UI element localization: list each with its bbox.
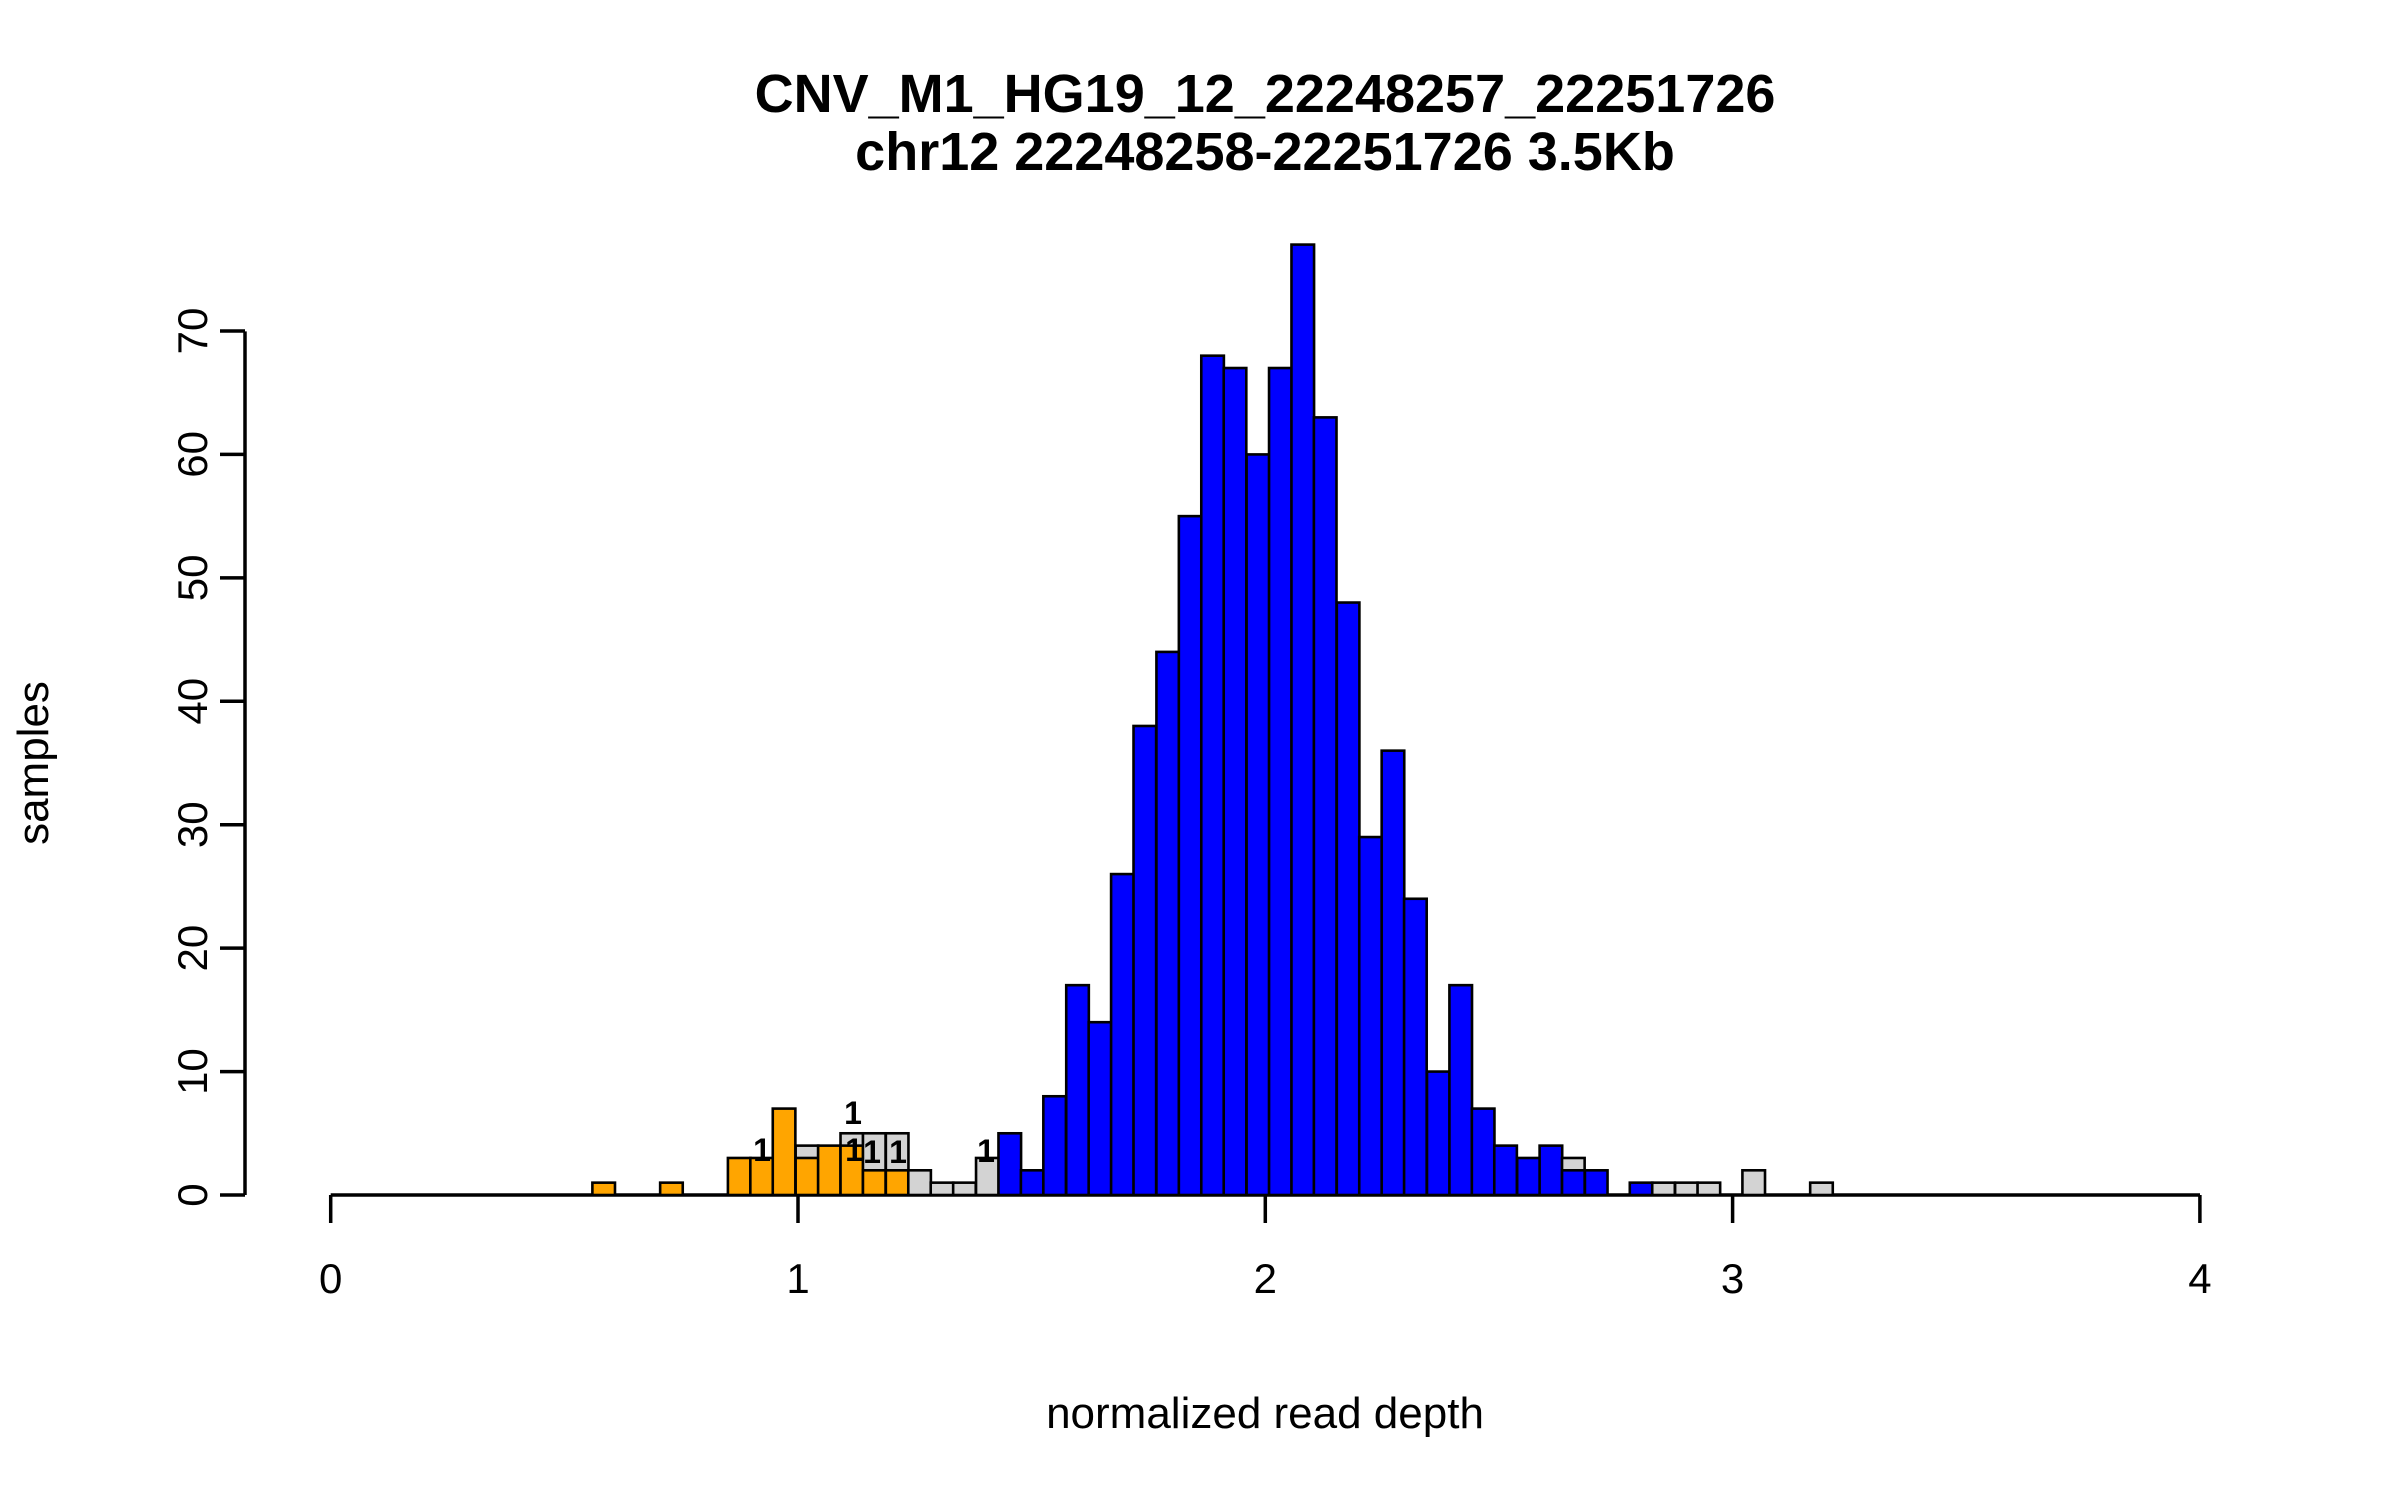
histogram-bar-gray	[1808, 1181, 1835, 1197]
histogram-bar-gray	[951, 1181, 978, 1197]
histogram-bar-orange	[726, 1156, 752, 1197]
y-tick-label: 10	[169, 1048, 216, 1095]
x-tick-label: 1	[786, 1255, 809, 1302]
bar-count-label: 1	[753, 1132, 771, 1168]
histogram-bar-blue	[1290, 243, 1316, 1197]
histogram-bar-blue	[1335, 601, 1361, 1197]
histogram-bar-blue	[1222, 366, 1248, 1197]
histogram-bar-gray	[1696, 1181, 1722, 1197]
histogram-bar-orange	[794, 1156, 820, 1197]
y-tick-label: 50	[169, 554, 216, 601]
bar-count-label: 1	[863, 1134, 881, 1170]
histogram-bar-orange	[884, 1169, 910, 1197]
bar-count-label: 1	[845, 1132, 863, 1168]
bar-count-label: 1	[977, 1133, 995, 1169]
histogram-bar-orange	[861, 1169, 887, 1197]
histogram-bar-blue	[1402, 897, 1428, 1197]
histogram-bar-blue	[1155, 650, 1181, 1197]
histogram-bar-gray	[929, 1181, 955, 1197]
x-tick-label: 3	[1721, 1255, 1744, 1302]
histogram-bar-blue	[1042, 1094, 1068, 1197]
histogram-bar-blue	[1515, 1156, 1542, 1197]
histogram-bar-blue	[1583, 1169, 1609, 1197]
histogram-bar-blue	[1177, 514, 1203, 1197]
histogram-bar-blue	[997, 1131, 1023, 1197]
histogram-bars	[591, 243, 1835, 1197]
y-tick-label: 0	[169, 1183, 216, 1206]
x-tick-label: 2	[1254, 1255, 1277, 1302]
bar-count-label: 1	[844, 1095, 862, 1131]
bar-count-label: 1	[889, 1134, 907, 1170]
y-tick-label: 40	[169, 678, 216, 725]
plot-title-line1: CNV_M1_HG19_12_22248257_22251726	[755, 64, 1776, 124]
x-tick-label: 0	[319, 1255, 342, 1302]
y-tick-label: 30	[169, 801, 216, 848]
histogram-bar-blue	[1312, 416, 1338, 1197]
x-axis-ticks: 0 1 2 3 4	[319, 1195, 2212, 1302]
histogram-bar-blue	[1267, 366, 1293, 1197]
histogram-bar-orange	[658, 1181, 685, 1197]
histogram-bar-blue	[1560, 1169, 1586, 1197]
y-tick-label: 60	[169, 431, 216, 478]
histogram-bar-gray	[906, 1169, 933, 1197]
histogram-bar-gray	[1673, 1181, 1700, 1197]
histogram-bar-blue	[1628, 1181, 1654, 1197]
histogram-bar-blue	[1064, 983, 1091, 1197]
y-axis-ticks: 0 10 20 30 40 50 60 70	[169, 308, 245, 1207]
histogram-bar-blue	[1087, 1020, 1113, 1197]
histogram-bar-blue	[1199, 354, 1226, 1197]
y-tick-label: 20	[169, 925, 216, 972]
histogram-bar-blue	[1357, 835, 1384, 1197]
x-tick-label: 4	[2188, 1255, 2211, 1302]
histogram-bar-blue	[1380, 749, 1406, 1197]
histogram-bar-blue	[1019, 1169, 1045, 1197]
y-tick-label: 70	[169, 308, 216, 355]
histogram-bar-blue	[1245, 453, 1271, 1197]
histogram-bar-blue	[1538, 1144, 1564, 1197]
x-axis-title: normalized read depth	[1046, 1389, 1484, 1438]
histogram-bar-blue	[1425, 1070, 1451, 1197]
histogram-bar-orange	[816, 1144, 842, 1197]
histogram-bar-blue	[1132, 724, 1158, 1197]
histogram-bar-orange	[591, 1181, 617, 1197]
histogram-bar-gray	[1650, 1181, 1677, 1197]
histogram-bar-blue	[1470, 1107, 1496, 1197]
histogram-bar-blue	[1109, 872, 1135, 1197]
histogram-bar-blue	[1448, 983, 1474, 1197]
plot-title-line2: chr12 22248258-22251726 3.5Kb	[855, 122, 1675, 182]
histogram-bar-orange	[771, 1107, 797, 1197]
histogram-bar-gray	[1741, 1169, 1767, 1197]
bar-count-labels: 111 1 1 1	[753, 1095, 995, 1170]
y-axis-title: samples	[9, 681, 58, 845]
histogram-bar-blue	[1492, 1144, 1519, 1197]
